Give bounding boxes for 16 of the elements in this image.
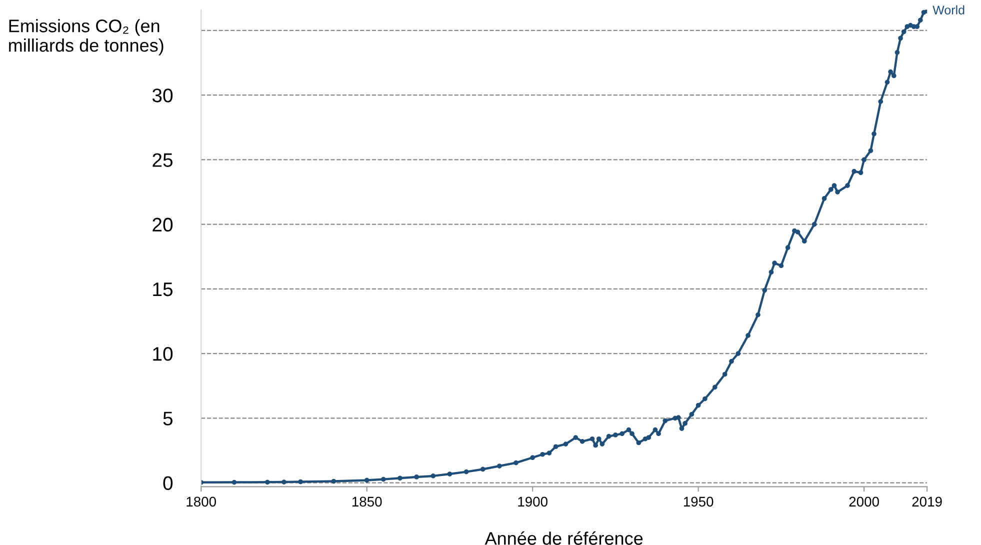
x-tick-label: 1950 [684,496,714,507]
y-tick-label: 30 [152,88,173,102]
x-tick-label: 1850 [352,496,382,507]
y-tick-label: 5 [163,412,173,426]
y-axis-title: Emissions CO₂ (en milliards de tonnes) [9,19,164,56]
y-tick-label: 15 [153,282,173,296]
series-label: World [932,5,964,14]
y-tick-label: 10 [153,347,173,361]
x-tick-label: 1900 [518,496,548,507]
x-tick-label: 1800 [186,496,216,507]
x-axis-title: Année de référence [484,531,643,545]
y-tick-label: 0 [163,476,173,490]
x-tick-label: 2019 [912,496,942,507]
y-tick-label: 25 [152,153,173,167]
y-tick-label: 20 [152,218,173,232]
x-tick-label: 2000 [849,496,879,507]
